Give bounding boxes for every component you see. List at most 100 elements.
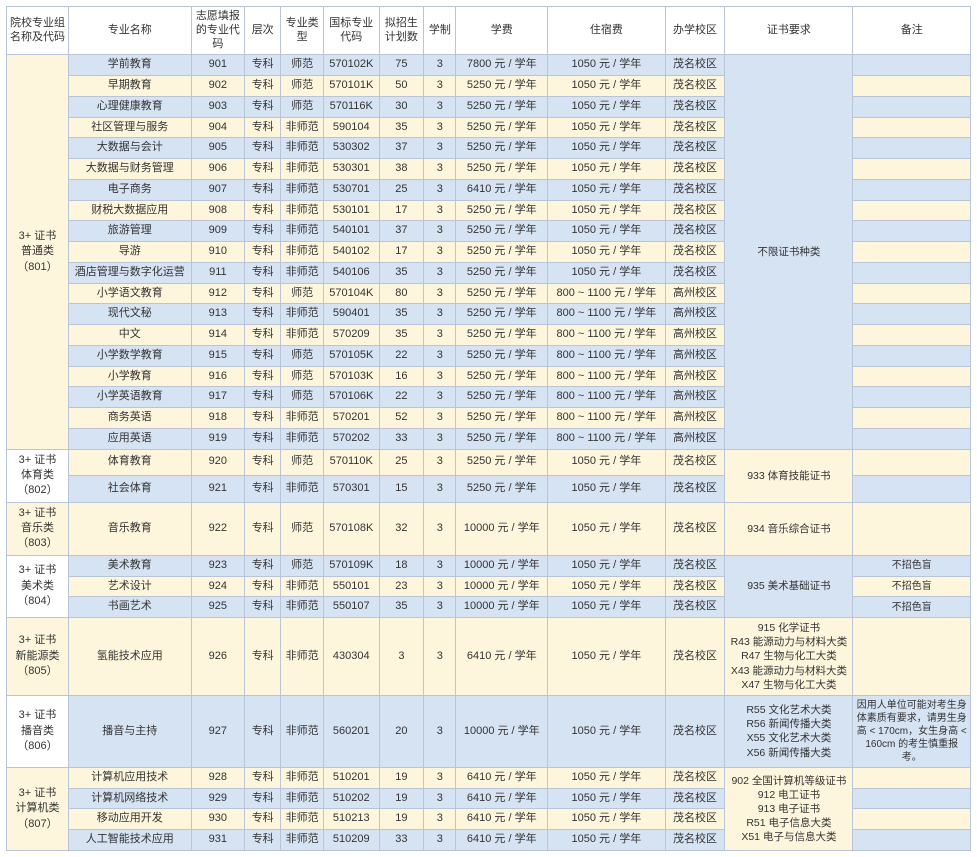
level-cell: 专科 bbox=[245, 597, 281, 618]
dorm-cell: 1050 元 / 学年 bbox=[548, 597, 665, 618]
code-cell: 905 bbox=[191, 138, 244, 159]
col-header-12: 备注 bbox=[853, 7, 971, 55]
std-code-cell: 570103K bbox=[324, 366, 380, 387]
dorm-cell: 1050 元 / 学年 bbox=[548, 221, 665, 242]
major-cell: 小学语文教育 bbox=[68, 283, 191, 304]
std-code-cell: 510201 bbox=[324, 767, 380, 788]
duration-cell: 3 bbox=[424, 55, 456, 76]
col-header-0: 院校专业组名称及代码 bbox=[7, 7, 69, 55]
duration-cell: 3 bbox=[424, 555, 456, 576]
std-code-cell: 570105K bbox=[324, 345, 380, 366]
fee-cell: 5250 元 / 学年 bbox=[456, 449, 548, 476]
fee-cell: 5250 元 / 学年 bbox=[456, 221, 548, 242]
fee-cell: 10000 元 / 学年 bbox=[456, 695, 548, 767]
campus-cell: 高州校区 bbox=[665, 283, 725, 304]
code-cell: 921 bbox=[191, 476, 244, 503]
std-code-cell: 570108K bbox=[324, 502, 380, 555]
col-header-5: 国标专业代码 bbox=[324, 7, 380, 55]
major-cell: 氢能技术应用 bbox=[68, 618, 191, 696]
std-code-cell: 550101 bbox=[324, 576, 380, 597]
std-code-cell: 550107 bbox=[324, 597, 380, 618]
col-header-7: 学制 bbox=[424, 7, 456, 55]
major-cell: 电子商务 bbox=[68, 179, 191, 200]
type-cell: 师范 bbox=[281, 366, 324, 387]
remark-cell bbox=[853, 502, 971, 555]
group-name-cell: 3+ 证书体育类（802） bbox=[7, 449, 69, 502]
type-cell: 非师范 bbox=[281, 695, 324, 767]
major-cell: 学前教育 bbox=[68, 55, 191, 76]
type-cell: 师范 bbox=[281, 55, 324, 76]
level-cell: 专科 bbox=[245, 262, 281, 283]
col-header-11: 证书要求 bbox=[725, 7, 853, 55]
remark-cell bbox=[853, 366, 971, 387]
type-cell: 师范 bbox=[281, 283, 324, 304]
duration-cell: 3 bbox=[424, 449, 456, 476]
dorm-cell: 1050 元 / 学年 bbox=[548, 476, 665, 503]
std-code-cell: 570301 bbox=[324, 476, 380, 503]
remark-cell bbox=[853, 55, 971, 76]
remark-cell bbox=[853, 408, 971, 429]
dorm-cell: 1050 元 / 学年 bbox=[548, 96, 665, 117]
col-header-6: 拟招生计划数 bbox=[379, 7, 424, 55]
major-cell: 心理健康教育 bbox=[68, 96, 191, 117]
fee-cell: 10000 元 / 学年 bbox=[456, 597, 548, 618]
type-cell: 师范 bbox=[281, 96, 324, 117]
type-cell: 非师范 bbox=[281, 408, 324, 429]
plan-cell: 30 bbox=[379, 96, 424, 117]
code-cell: 931 bbox=[191, 830, 244, 851]
dorm-cell: 1050 元 / 学年 bbox=[548, 449, 665, 476]
table-row: 3+ 证书普通类（801）学前教育901专科师范570102K7537800 元… bbox=[7, 55, 971, 76]
group-name-cell: 3+ 证书音乐类（803） bbox=[7, 502, 69, 555]
code-cell: 904 bbox=[191, 117, 244, 138]
campus-cell: 茂名校区 bbox=[665, 242, 725, 263]
remark-cell bbox=[853, 345, 971, 366]
level-cell: 专科 bbox=[245, 325, 281, 346]
cert-req-cell: 不限证书种类 bbox=[725, 55, 853, 449]
type-cell: 师范 bbox=[281, 502, 324, 555]
table-row: 3+ 证书音乐类（803）音乐教育922专科师范570108K32310000 … bbox=[7, 502, 971, 555]
campus-cell: 茂名校区 bbox=[665, 96, 725, 117]
col-header-8: 学费 bbox=[456, 7, 548, 55]
std-code-cell: 540101 bbox=[324, 221, 380, 242]
std-code-cell: 510202 bbox=[324, 788, 380, 809]
remark-cell bbox=[853, 262, 971, 283]
campus-cell: 高州校区 bbox=[665, 387, 725, 408]
type-cell: 非师范 bbox=[281, 830, 324, 851]
fee-cell: 5250 元 / 学年 bbox=[456, 387, 548, 408]
remark-cell bbox=[853, 809, 971, 830]
remark-cell: 不招色盲 bbox=[853, 555, 971, 576]
table-row: 3+ 证书新能源类（805）氢能技术应用926专科非师范430304336410… bbox=[7, 618, 971, 696]
code-cell: 913 bbox=[191, 304, 244, 325]
code-cell: 919 bbox=[191, 428, 244, 449]
duration-cell: 3 bbox=[424, 597, 456, 618]
major-cell: 美术教育 bbox=[68, 555, 191, 576]
code-cell: 926 bbox=[191, 618, 244, 696]
campus-cell: 高州校区 bbox=[665, 345, 725, 366]
type-cell: 非师范 bbox=[281, 262, 324, 283]
duration-cell: 3 bbox=[424, 325, 456, 346]
plan-cell: 35 bbox=[379, 597, 424, 618]
fee-cell: 5250 元 / 学年 bbox=[456, 262, 548, 283]
dorm-cell: 1050 元 / 学年 bbox=[548, 767, 665, 788]
dorm-cell: 1050 元 / 学年 bbox=[548, 76, 665, 97]
dorm-cell: 800 ~ 1100 元 / 学年 bbox=[548, 366, 665, 387]
campus-cell: 茂名校区 bbox=[665, 618, 725, 696]
fee-cell: 6410 元 / 学年 bbox=[456, 830, 548, 851]
plan-cell: 15 bbox=[379, 476, 424, 503]
code-cell: 922 bbox=[191, 502, 244, 555]
plan-cell: 19 bbox=[379, 767, 424, 788]
cert-req-cell: 934 音乐综合证书 bbox=[725, 502, 853, 555]
campus-cell: 茂名校区 bbox=[665, 830, 725, 851]
type-cell: 非师范 bbox=[281, 618, 324, 696]
dorm-cell: 1050 元 / 学年 bbox=[548, 576, 665, 597]
major-cell: 计算机网络技术 bbox=[68, 788, 191, 809]
level-cell: 专科 bbox=[245, 242, 281, 263]
plan-cell: 33 bbox=[379, 830, 424, 851]
code-cell: 908 bbox=[191, 200, 244, 221]
code-cell: 901 bbox=[191, 55, 244, 76]
duration-cell: 3 bbox=[424, 428, 456, 449]
plan-cell: 19 bbox=[379, 788, 424, 809]
major-cell: 早期教育 bbox=[68, 76, 191, 97]
duration-cell: 3 bbox=[424, 242, 456, 263]
level-cell: 专科 bbox=[245, 55, 281, 76]
